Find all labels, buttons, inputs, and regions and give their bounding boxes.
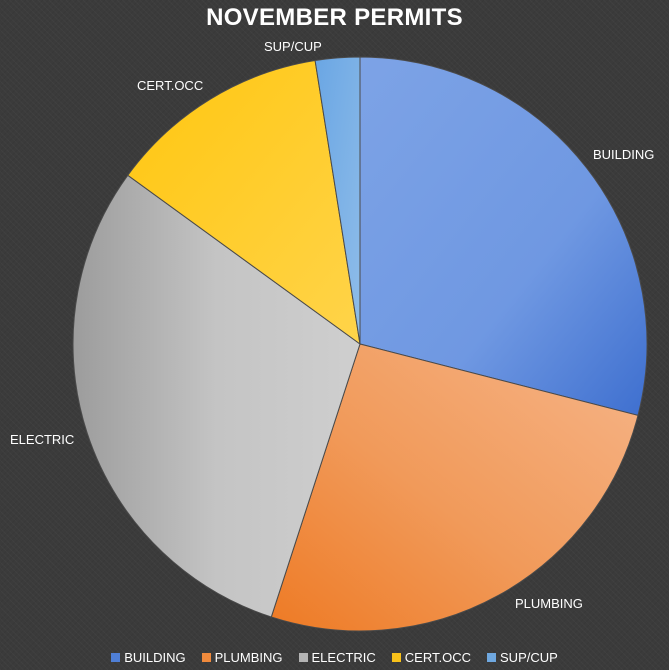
pie-slice-cert-occ <box>127 59 361 346</box>
legend-swatch <box>298 653 308 662</box>
pie-slice-plumbing <box>270 343 639 632</box>
pie-chart: BUILDING PLUMBING ELECTRIC CERT.OCC SUP/CUP <box>10 39 654 632</box>
chart-title: NOVEMBER PERMITS <box>206 4 463 31</box>
legend-item-plumbing: PLUMBING <box>201 650 283 665</box>
pie-slice-building <box>359 56 648 416</box>
pie-slice-sup-cup <box>314 56 361 345</box>
pie-slice-electric <box>72 174 361 618</box>
legend-label: CERT.OCC <box>404 650 472 665</box>
legend-item-sup-cup: SUP/CUP <box>487 650 558 665</box>
legend-item-cert-occ: CERT.OCC <box>391 650 472 665</box>
slice-label-cert-occ: CERT.OCC <box>137 78 203 93</box>
slice-label-plumbing: PLUMBING <box>515 596 583 611</box>
legend-label: PLUMBING <box>214 650 283 665</box>
legend-item-electric: ELECTRIC <box>298 650 376 665</box>
legend-label: ELECTRIC <box>311 650 376 665</box>
legend-swatch <box>487 653 497 662</box>
slice-label-building: BUILDING <box>593 147 654 162</box>
legend-item-building: BUILDING <box>111 650 186 665</box>
legend: BUILDING PLUMBING ELECTRIC CERT.OCC SUP/CUP <box>0 650 669 665</box>
legend-swatch <box>391 653 401 662</box>
slice-label-sup-cup: SUP/CUP <box>264 39 322 54</box>
slice-label-electric: ELECTRIC <box>10 432 74 447</box>
legend-label: BUILDING <box>124 650 186 665</box>
legend-label: SUP/CUP <box>500 650 558 665</box>
legend-swatch <box>201 653 211 662</box>
legend-swatch <box>111 653 121 662</box>
